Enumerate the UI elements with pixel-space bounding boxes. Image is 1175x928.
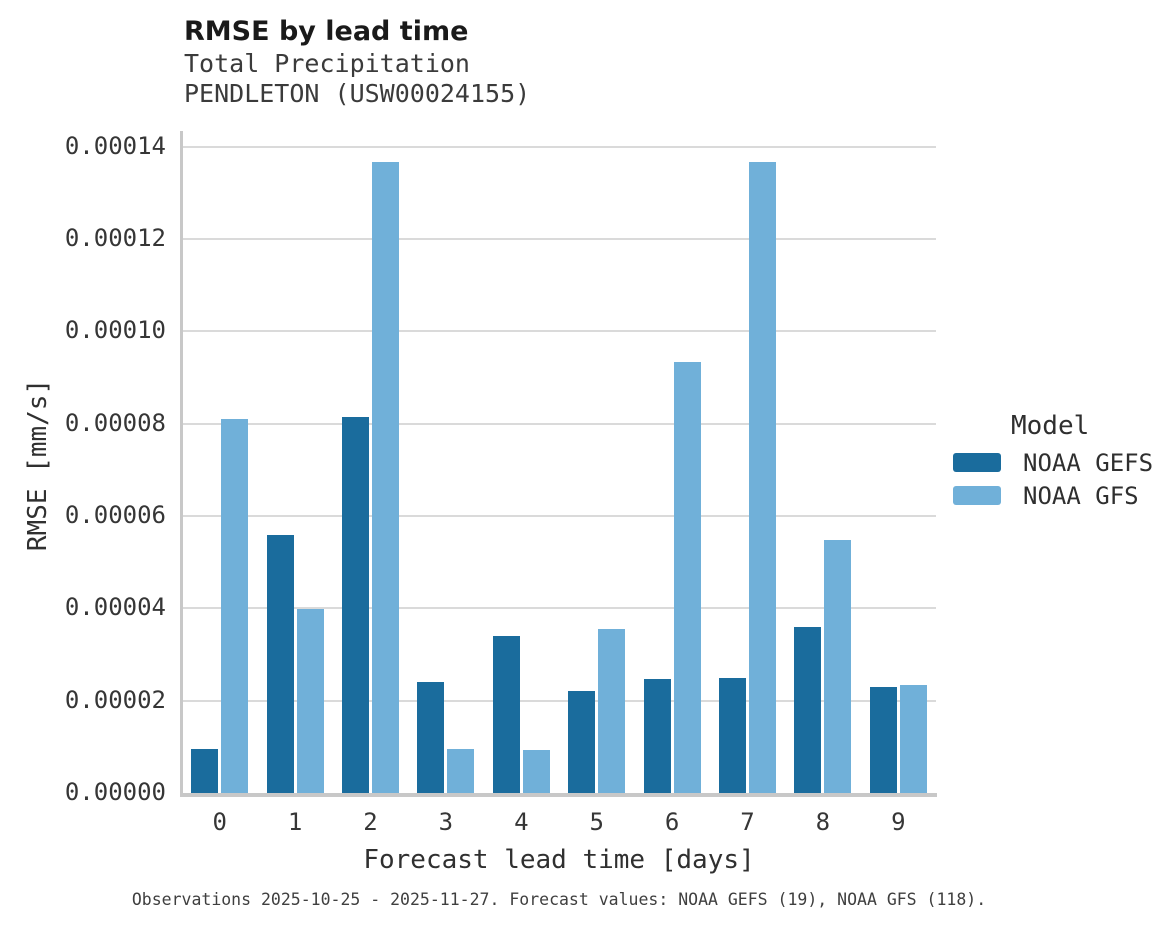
bar-noaa-gefs-lead-6 (643, 679, 671, 793)
x-tick-label: 2 (363, 808, 378, 836)
gridline (182, 330, 936, 333)
x-tick-label: 8 (815, 808, 831, 836)
x-tick-label: 1 (287, 808, 303, 836)
bar-noaa-gefs-lead-1 (266, 534, 294, 793)
x-axis-title: Forecast lead time [days] (363, 845, 755, 875)
bar-noaa-gfs-lead-0 (221, 419, 249, 793)
legend-swatch (953, 486, 1001, 505)
bar-noaa-gefs-lead-2 (342, 416, 369, 793)
bar-noaa-gfs-lead-9 (899, 684, 927, 793)
gridline (182, 238, 936, 241)
y-tick-label: 0.00006 (64, 500, 166, 529)
legend-entry-noaa-gfs: NOAA GFS (953, 482, 1153, 510)
chart-title: RMSE by lead time (184, 16, 469, 47)
gridline (182, 422, 936, 425)
x-tick-label: 0 (212, 808, 227, 836)
bar-noaa-gfs-lead-3 (447, 749, 475, 793)
bar-noaa-gefs-lead-5 (568, 691, 596, 793)
bar-noaa-gfs-lead-4 (522, 750, 550, 793)
legend-label: NOAA GEFS (1023, 448, 1154, 477)
y-tick-label: 0.00010 (64, 316, 166, 345)
x-tick-label: 6 (664, 808, 680, 836)
gridline (182, 145, 936, 148)
gridline (182, 515, 936, 518)
chart-subtitle-station: PENDLETON (USW00024155) (184, 79, 531, 108)
x-axis-spine (180, 793, 937, 797)
bar-noaa-gefs-lead-3 (417, 682, 445, 793)
x-tick-label: 4 (514, 808, 529, 836)
x-tick-label: 5 (589, 808, 604, 836)
y-tick-label: 0.00008 (64, 408, 166, 437)
bar-noaa-gefs-lead-4 (492, 636, 520, 793)
bar-noaa-gfs-lead-7 (749, 161, 776, 793)
legend-label: NOAA GFS (1023, 481, 1139, 510)
bar-noaa-gfs-lead-8 (824, 540, 852, 793)
bar-noaa-gfs-lead-6 (673, 362, 701, 793)
bar-noaa-gefs-lead-8 (794, 626, 822, 793)
legend-title: Model (1011, 411, 1090, 441)
bar-noaa-gefs-lead-7 (719, 677, 746, 793)
bar-noaa-gefs-lead-0 (191, 749, 219, 793)
chart-subtitle-variable: Total Precipitation (184, 49, 470, 78)
y-tick-label: 0.00012 (64, 224, 166, 253)
y-axis-spine (180, 131, 183, 797)
bar-noaa-gfs-lead-5 (598, 629, 626, 793)
y-tick-label: 0.00014 (64, 131, 166, 160)
chart-caption: Observations 2025-10-25 - 2025-11-27. Fo… (131, 890, 987, 909)
y-tick-label: 0.00000 (64, 777, 166, 806)
y-tick-label: 0.00004 (64, 593, 166, 622)
y-axis-title: RMSE [mm/s] (23, 378, 53, 552)
bar-noaa-gfs-lead-1 (296, 609, 324, 793)
y-tick-label: 0.00002 (64, 685, 166, 714)
gridline (182, 699, 936, 702)
legend-entries: NOAA GEFS NOAA GFS (953, 449, 1153, 510)
x-tick-label: 9 (891, 808, 906, 836)
bar-noaa-gfs-lead-2 (372, 161, 399, 793)
gridline (182, 607, 936, 610)
legend: Model NOAA GEFS NOAA GFS (953, 411, 1153, 519)
legend-entry-noaa-gefs: NOAA GEFS (953, 449, 1153, 477)
x-tick-label: 3 (438, 808, 454, 836)
legend-swatch (953, 453, 1001, 472)
x-tick-label: 7 (740, 808, 755, 836)
bar-noaa-gefs-lead-9 (869, 686, 897, 793)
